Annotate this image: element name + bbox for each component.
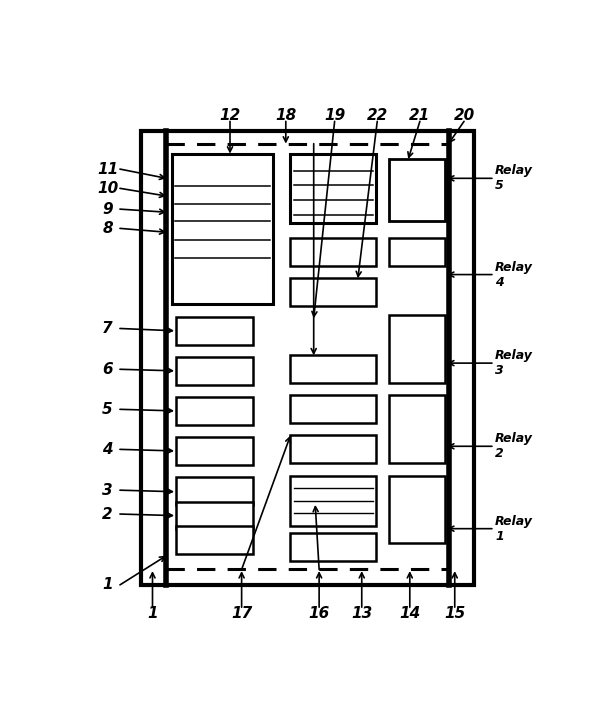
Text: 1: 1	[102, 577, 113, 592]
Text: 21: 21	[409, 107, 431, 122]
Bar	[172, 154, 272, 304]
Bar	[290, 475, 376, 526]
Text: 15: 15	[444, 606, 466, 621]
Text: 20: 20	[454, 107, 475, 122]
Text: 11: 11	[97, 162, 118, 177]
Text: 5: 5	[102, 402, 113, 417]
Text: 9: 9	[102, 202, 113, 217]
Bar	[290, 279, 376, 306]
Text: 10: 10	[97, 181, 118, 196]
Text: Relay
2: Relay 2	[495, 432, 533, 460]
Bar	[290, 435, 376, 463]
Bar	[389, 395, 445, 463]
Text: 3: 3	[102, 483, 113, 498]
Text: 2: 2	[102, 506, 113, 521]
Text: 19: 19	[324, 107, 345, 122]
Bar	[389, 475, 445, 543]
Text: 16: 16	[308, 606, 330, 621]
Bar	[176, 317, 253, 344]
Bar	[141, 130, 474, 585]
Text: Relay
3: Relay 3	[495, 349, 533, 377]
Bar	[176, 357, 253, 384]
Bar	[176, 526, 253, 554]
Bar	[389, 238, 445, 266]
Bar	[389, 315, 445, 383]
Bar	[290, 355, 376, 383]
Bar	[290, 154, 376, 223]
Text: 6: 6	[102, 362, 113, 377]
Text: 18: 18	[275, 107, 296, 122]
Bar	[176, 397, 253, 425]
Text: 4: 4	[102, 442, 113, 457]
Bar	[290, 533, 376, 561]
Text: 12: 12	[220, 107, 241, 122]
Text: 22: 22	[367, 107, 388, 122]
Bar	[176, 437, 253, 465]
Text: 8: 8	[102, 221, 113, 236]
Bar	[389, 159, 445, 221]
Bar	[290, 238, 376, 266]
Text: 17: 17	[231, 606, 252, 621]
Text: 13: 13	[351, 606, 373, 621]
Text: Relay
1: Relay 1	[495, 515, 533, 543]
Bar	[176, 502, 253, 529]
Text: 7: 7	[102, 321, 113, 336]
Text: Relay
4: Relay 4	[495, 261, 533, 289]
Text: 14: 14	[399, 606, 421, 621]
Text: Relay
5: Relay 5	[495, 164, 533, 193]
Bar	[176, 477, 253, 505]
Text: 1: 1	[147, 606, 158, 621]
Bar	[290, 395, 376, 423]
